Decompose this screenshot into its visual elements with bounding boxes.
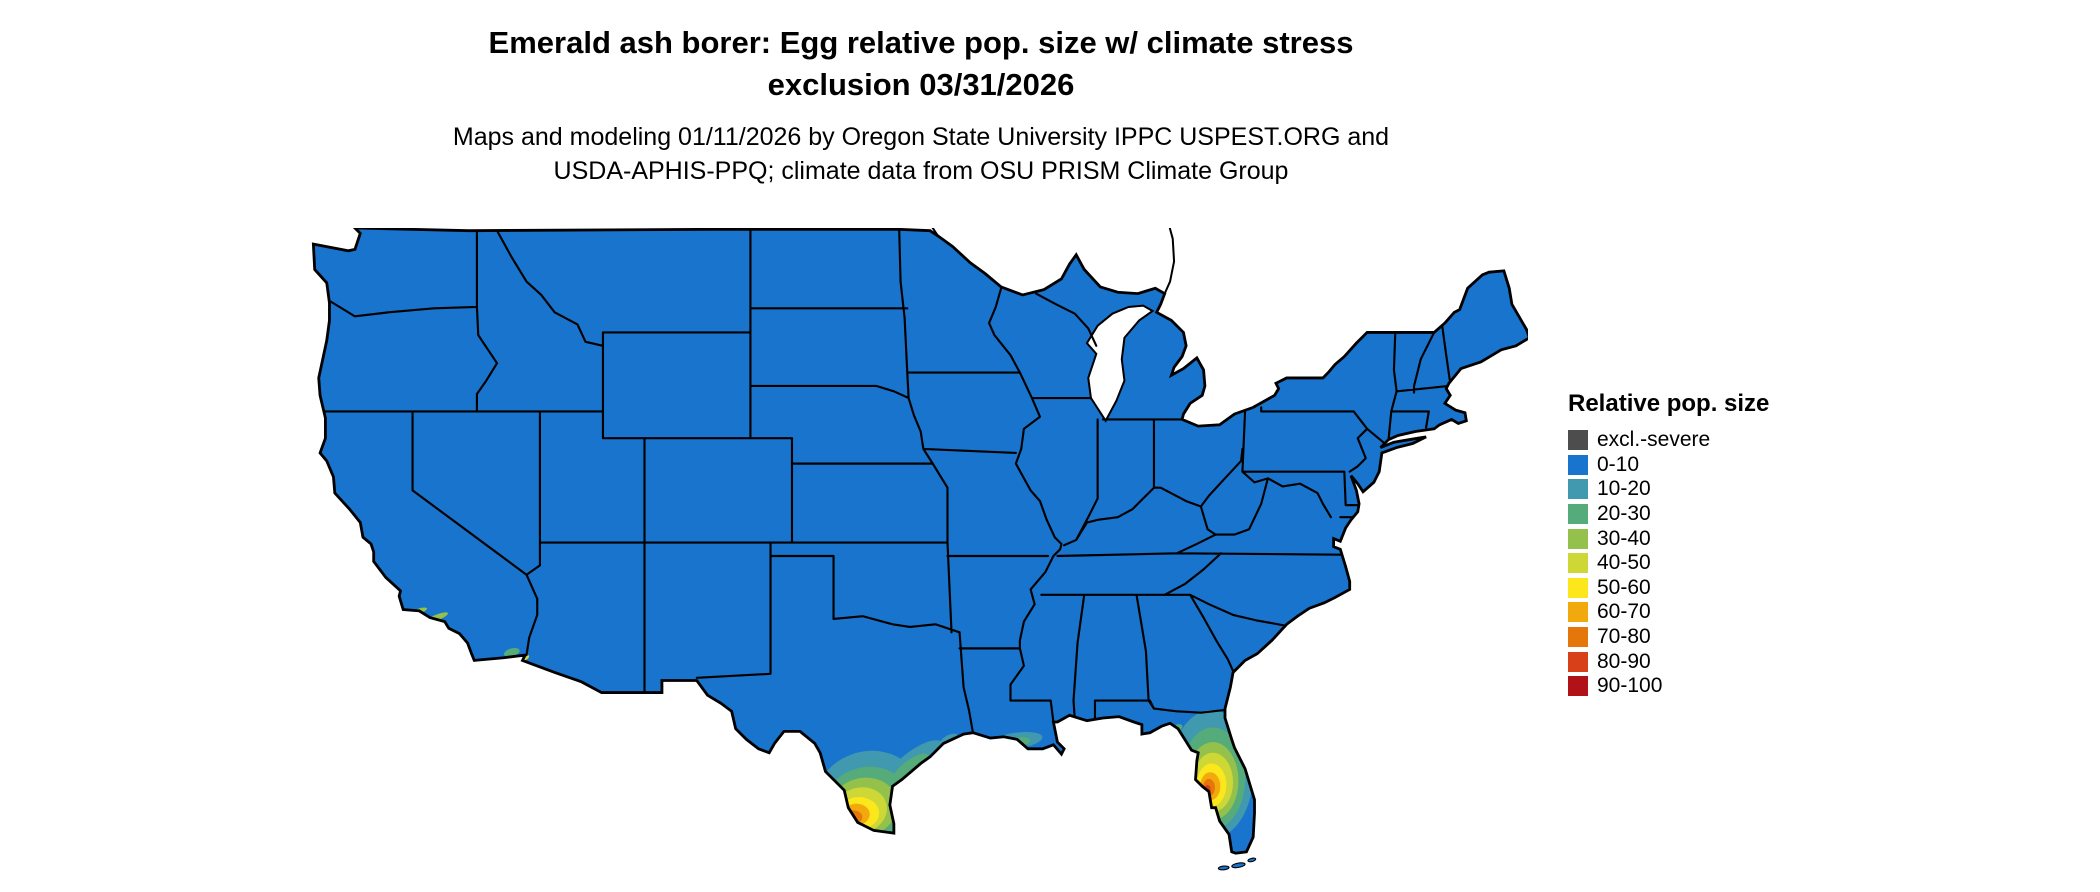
legend-swatch [1568,430,1588,451]
legend-label: 60-70 [1597,600,1651,624]
legend-swatch [1568,454,1588,475]
state-borders [317,229,1452,734]
legend-item: 30-40 [1568,526,1769,551]
hotspot-florida [1170,709,1254,839]
key-island [1217,865,1230,871]
legend-swatch [1568,676,1588,697]
legend-label: 20-30 [1597,502,1651,526]
us-map [311,228,1528,871]
subtitle-line-1: Maps and modeling 01/11/2026 by Oregon S… [452,123,1390,151]
legend-item: excl.-severe [1568,428,1769,453]
subtitle-line-2: USDA-APHIS-PPQ; climate data from OSU PR… [553,157,1289,185]
legend-label: 70-80 [1597,625,1651,649]
legend-swatch [1568,627,1588,648]
title-line-2: exclusion 03/31/2026 [767,67,1075,102]
legend-item: 90-100 [1568,674,1769,699]
legend-item: 50-60 [1568,576,1769,601]
legend-swatch [1568,577,1588,598]
legend-item: 0-10 [1568,453,1769,478]
legend-label: 80-90 [1597,649,1651,673]
legend-item: 10-20 [1568,477,1769,502]
legend-item: 20-30 [1568,502,1769,527]
legend-swatch [1568,528,1588,549]
key-island [1247,857,1257,863]
legend-label: 0-10 [1597,452,1640,476]
legend-label: 40-50 [1597,551,1651,575]
legend-label: excl.-severe [1597,428,1711,452]
legend-item: 70-80 [1568,625,1769,650]
legend-items: excl.-severe 0-10 10-20 20-30 30-40 40-50 50-6… [1568,428,1769,699]
legend-label: 30-40 [1597,526,1651,550]
legend-swatch [1568,602,1588,623]
title-line-1: Emerald ash borer: Egg relative pop. siz… [488,25,1354,60]
legend-label: 10-20 [1597,477,1651,501]
legend-swatch [1568,479,1588,500]
ca-level-20-30 [503,647,520,657]
legend-item: 60-70 [1568,600,1769,625]
key-island [1231,862,1246,869]
lake-michigan [1085,304,1155,423]
tx-coast-20-30 [891,753,929,785]
figure-title: Emerald ash borer: Egg relative pop. siz… [0,22,1842,106]
legend-swatch [1568,504,1588,525]
legend-title: Relative pop. size [1568,390,1770,417]
legend-item: 80-90 [1568,649,1769,674]
figure-subtitle: Maps and modeling 01/11/2026 by Oregon S… [0,120,1842,188]
legend-swatch [1568,651,1588,672]
legend-label: 90-100 [1597,674,1663,698]
legend-swatch [1568,553,1588,574]
state-borders-layer [317,229,1452,734]
florida-keys [1217,857,1257,871]
legend-item: 40-50 [1568,551,1769,576]
legend-label: 50-60 [1597,575,1651,599]
legend: Relative pop. size excl.-severe 0-10 10-20… [1568,390,1769,699]
